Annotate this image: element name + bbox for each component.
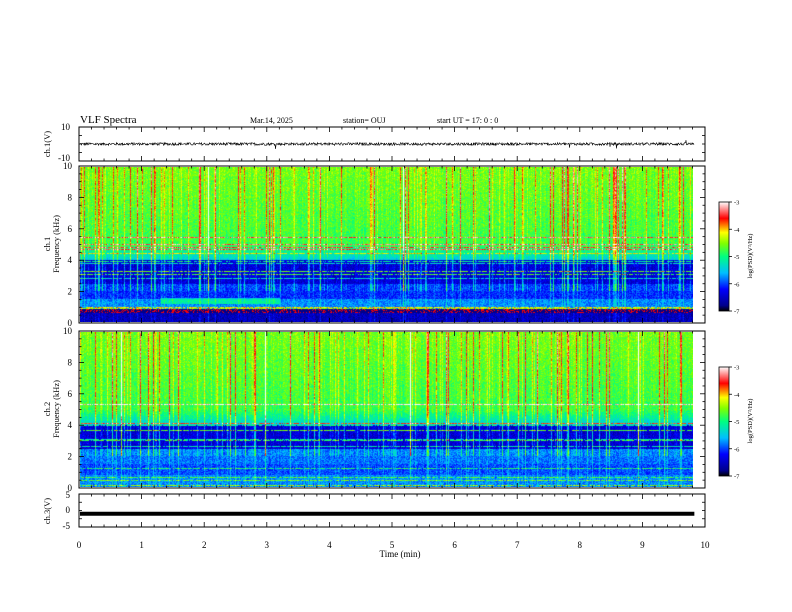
- station-label: station= OUJ: [343, 116, 386, 125]
- x-tick-label: 2: [202, 540, 207, 550]
- ch1-waveform-panel: 10 -10 ch.1(V): [42, 122, 706, 163]
- ch3-waveform-ticks: [78, 493, 706, 528]
- x-tick-label: 5: [390, 540, 395, 550]
- ch2-spectrogram-ytick-labels: 0 2 4 6 8 10: [63, 326, 73, 493]
- ch1-ytick-bottom: -10: [58, 153, 70, 163]
- start-time-label: start UT = 17: 0 : 0: [437, 116, 498, 125]
- ch1-ylabel-frequency: Frequency (kHz): [51, 215, 61, 273]
- x-tick-label: 3: [265, 540, 270, 550]
- x-tick-label: 10: [701, 540, 711, 550]
- colorbar-tick-label: -5: [734, 419, 739, 426]
- colorbar-tick-label: -4: [734, 392, 740, 399]
- ch3-waveform-frame: [78, 493, 706, 528]
- ch1-spectrogram-panel: 0 2 4 6 8 10 ch.1 Frequency (kHz): [42, 161, 706, 328]
- ch1-waveform-line: [80, 140, 695, 150]
- x-tick-label: 4: [327, 540, 332, 550]
- ch2-colorbar-ticks: -3 -4 -5 -6 -7: [729, 365, 740, 481]
- ch2-ylabel-frequency: Frequency (kHz): [51, 380, 61, 438]
- ch1-waveform-trace: [80, 140, 695, 150]
- y-tick-label: 10: [63, 326, 73, 336]
- ch1-spectrogram-ytick-labels: 0 2 4 6 8 10: [63, 161, 73, 328]
- ch1-colorbar-label: log(PSD)(V²/Hz): [747, 234, 754, 279]
- colorbar-tick-label: -4: [734, 227, 740, 234]
- colorbar-tick-label: -3: [734, 200, 739, 207]
- y-tick-label: 8: [68, 357, 73, 367]
- ch3-waveform-panel: 5 0 -5 ch.3(V): [42, 490, 706, 531]
- colorbar-tick-label: -5: [734, 254, 739, 261]
- x-tick-label: 0: [77, 540, 82, 550]
- colorbar-tick-label: -6: [734, 446, 740, 453]
- y-tick-label: 4: [68, 255, 73, 265]
- ch1-spectrogram-image: [80, 167, 693, 322]
- y-tick-label: 6: [68, 389, 73, 399]
- ch1-spectrogram-ticks: [78, 165, 706, 324]
- x-tick-label: 9: [640, 540, 645, 550]
- y-tick-label: 0: [68, 483, 73, 493]
- y-tick-label: 4: [68, 420, 73, 430]
- y-tick-label: 6: [68, 224, 73, 234]
- y-tick-label: 10: [63, 161, 73, 171]
- ch1-colorbar: -3 -4 -5 -6 -7 log(PSD)(V²/Hz): [718, 200, 754, 316]
- colorbar-tick-label: -7: [734, 474, 740, 481]
- y-tick-label: 0: [68, 318, 73, 328]
- ch1-waveform-ticks: [78, 126, 706, 162]
- ch2-colorbar-label: log(PSD)(V²/Hz): [747, 399, 754, 444]
- ch3-ylabel: ch.3(V): [42, 498, 52, 524]
- ch2-ylabel-channel: ch.2: [42, 402, 52, 416]
- x-axis-tick-labels: 0 1 2 3 4 5 6 7 8 9 10: [77, 540, 710, 550]
- chart-title: VLF Spectra: [80, 114, 137, 126]
- y-tick-label: 2: [68, 452, 73, 462]
- ch2-spectrogram-image: [80, 332, 693, 487]
- colorbar-tick-label: -3: [734, 365, 739, 372]
- ch2-colorbar: -3 -4 -5 -6 -7 log(PSD)(V²/Hz): [718, 365, 754, 481]
- colorbar-tick-label: -7: [734, 309, 740, 316]
- ch2-spectrogram-ticks: [78, 330, 706, 489]
- colorbar-tick-label: -6: [734, 281, 740, 288]
- date-label: Mar.14, 2025: [250, 116, 293, 125]
- ch1-ylabel: ch.1(V): [42, 131, 52, 157]
- x-tick-label: 8: [578, 540, 583, 550]
- ch3-ytick-middle: 0: [66, 505, 71, 515]
- ch3-ytick-top: 5: [66, 490, 71, 500]
- y-tick-label: 2: [68, 287, 73, 297]
- x-axis-label: Time (min): [380, 549, 421, 559]
- ch1-ytick-top: 10: [61, 122, 71, 132]
- x-tick-label: 1: [139, 540, 144, 550]
- ch3-ytick-bottom: -5: [63, 521, 71, 531]
- x-tick-label: 7: [515, 540, 520, 550]
- x-tick-label: 6: [452, 540, 457, 550]
- y-tick-label: 8: [68, 192, 73, 202]
- ch2-colorbar-gradient: [718, 366, 730, 477]
- ch1-colorbar-ticks: -3 -4 -5 -6 -7: [729, 200, 740, 316]
- ch1-colorbar-gradient: [718, 201, 730, 312]
- ch1-ylabel-channel: ch.1: [42, 237, 52, 251]
- ch2-spectrogram-panel: 0 2 4 6 8 10 ch.2 Frequency (kHz): [42, 326, 706, 493]
